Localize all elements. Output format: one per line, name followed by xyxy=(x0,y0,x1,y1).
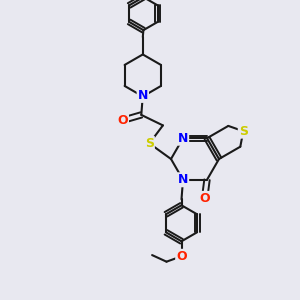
Text: O: O xyxy=(117,114,128,127)
Text: O: O xyxy=(199,192,210,205)
Text: O: O xyxy=(176,250,187,263)
Text: S: S xyxy=(145,137,154,150)
Text: N: N xyxy=(178,132,188,145)
Text: N: N xyxy=(178,173,188,186)
Text: N: N xyxy=(138,89,148,102)
Text: S: S xyxy=(239,124,248,138)
